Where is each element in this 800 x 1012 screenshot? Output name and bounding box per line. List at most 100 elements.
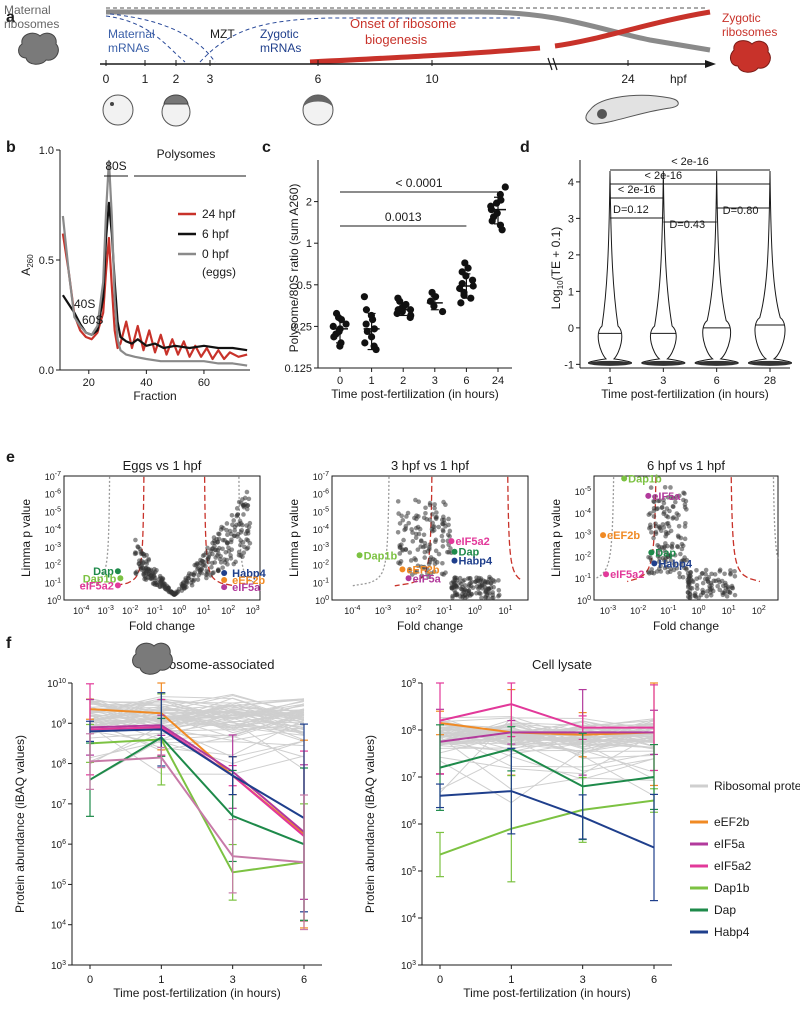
f-series-1-eIF5a xyxy=(439,731,654,743)
e-point-1-35 xyxy=(440,544,446,549)
e-point-1-157 xyxy=(446,516,451,522)
e-point-2-123 xyxy=(715,583,720,589)
e-point-1-36 xyxy=(421,532,427,538)
e-xtick-label-2-1: 10-2 xyxy=(630,605,646,616)
e-point-2-238 xyxy=(677,493,682,499)
e-ytick-label-2-1: 10-4 xyxy=(575,508,591,519)
e-xtick-label-0-4: 100 xyxy=(172,605,186,616)
c-point-1-4 xyxy=(363,327,371,336)
e-point-2-194 xyxy=(662,558,667,563)
e-point-1-142 xyxy=(418,544,424,549)
e-point-0-124 xyxy=(231,561,237,567)
b-legend-label-0: 24 hpf xyxy=(202,207,236,221)
label-zygotic-ribosomes-1: Zygotic xyxy=(722,11,761,25)
e-point-0-150 xyxy=(133,550,138,555)
panel-e-subplot-2: 6 hpf vs 1 hpf Fold change Limma p value 10… xyxy=(549,458,779,633)
c-point-1-10 xyxy=(360,293,369,301)
e-point-1-109 xyxy=(473,579,479,585)
e-point-1-111 xyxy=(447,528,453,534)
e-point-0-310 xyxy=(195,566,200,572)
e-point-2-51 xyxy=(676,523,682,529)
e-point-1-106 xyxy=(427,542,433,547)
d-comparison-label-4: D=0.43 xyxy=(669,219,705,231)
e-point-0-202 xyxy=(234,513,240,519)
e-point-1-179 xyxy=(441,499,446,505)
e-point-1-28 xyxy=(440,560,445,566)
e-xtick-label-0-0: 10-4 xyxy=(73,605,89,616)
e-point-1-144 xyxy=(474,575,479,580)
f-ribosomal-line-1-46 xyxy=(439,722,655,748)
c-point-6-10 xyxy=(464,264,472,272)
e-highlight-dot-0-1 xyxy=(117,575,124,582)
c-point-24-6 xyxy=(487,202,495,210)
e-point-0-304 xyxy=(200,562,205,568)
e-point-2-54 xyxy=(665,494,671,500)
e-ytick-label-2-2: 10-3 xyxy=(575,530,591,541)
c-point-1-6 xyxy=(362,320,370,328)
f-legend-label-0: Ribosomal proteins xyxy=(714,779,800,793)
e-point-0-230 xyxy=(196,572,201,578)
e-ytick-label-1-2: 10-5 xyxy=(313,506,329,517)
e-xtick-label-2-3: 100 xyxy=(692,605,706,616)
e-point-2-209 xyxy=(665,520,671,526)
e-point-0-252 xyxy=(137,564,143,569)
e-protein-label-1-4: eEF2b xyxy=(406,564,439,576)
e-point-2-101 xyxy=(651,498,656,504)
e-protein-label-0-1: Dap1b xyxy=(83,573,117,585)
e-ylabel-1: Limma p value xyxy=(287,499,301,577)
d-comparison-label-2: D=0.80 xyxy=(723,205,759,217)
e-xtick-label-2-0: 10-3 xyxy=(600,605,616,616)
e-point-2-109 xyxy=(717,569,723,574)
e-highlight-dot-0-5 xyxy=(221,584,228,591)
e-point-1-87 xyxy=(413,531,419,537)
e-highlight-dot-1-3 xyxy=(356,552,363,559)
e-point-0-289 xyxy=(160,576,165,581)
e-point-1-85 xyxy=(436,551,442,557)
label-maternal: Maternal xyxy=(4,3,51,17)
e-point-1-53 xyxy=(440,538,446,544)
f-ytick-label-0-9: 109 xyxy=(51,718,66,730)
c-point-1-1 xyxy=(370,342,378,350)
f-legend-label-6: Habp4 xyxy=(714,925,750,939)
d-comparison-label-3: < 2e-16 xyxy=(618,184,656,196)
e-point-0-309 xyxy=(143,565,149,571)
e-ytick-label-1-7: 100 xyxy=(315,595,329,606)
d-ytick-label-3: 3 xyxy=(568,213,574,225)
embryo-2hpf-cells-icon xyxy=(163,94,189,105)
f-xlabel-1: Time post-fertilization (in hours) xyxy=(463,986,631,1000)
f-ytick-label-1-3: 103 xyxy=(401,960,416,972)
e-point-2-230 xyxy=(684,557,690,563)
f-ribosomal-line-1-28 xyxy=(439,734,655,775)
e-point-1-256 xyxy=(447,534,452,539)
e-title-0: Eggs vs 1 hpf xyxy=(123,458,202,473)
e-point-0-212 xyxy=(240,522,245,528)
e-point-1-220 xyxy=(428,571,434,576)
e-point-0-235 xyxy=(150,581,156,586)
f-series-0-Dap xyxy=(89,736,305,846)
f-xtick-label-1-3: 3 xyxy=(580,974,586,986)
f-legend-label-3: eIF5a2 xyxy=(714,859,752,873)
panel-label-e: e xyxy=(6,449,15,466)
e-point-1-216 xyxy=(441,529,446,534)
f-series-1-Dap1b xyxy=(439,799,655,856)
d-floor-band-1 xyxy=(588,360,632,366)
e-point-1-253 xyxy=(440,521,446,527)
e-point-0-20 xyxy=(226,545,231,551)
e-point-0-298 xyxy=(199,567,205,572)
e-point-0-280 xyxy=(231,533,237,539)
e-point-0-319 xyxy=(228,553,233,558)
ribosome-biogenesis-curve-b xyxy=(554,9,711,49)
d-xtick-label-6: 6 xyxy=(714,375,720,387)
b-label-80s: 80S xyxy=(105,159,126,173)
c-point-24-8 xyxy=(497,196,505,204)
e-point-2-216 xyxy=(655,550,661,556)
e-protein-label-2-0: Dap1b xyxy=(628,474,662,486)
e-protein-label-2-5: eIF5a2 xyxy=(610,569,644,581)
e-point-1-193 xyxy=(395,499,401,504)
e-point-0-281 xyxy=(216,551,221,556)
e-point-0-131 xyxy=(228,539,234,545)
e-point-1-164 xyxy=(414,513,419,518)
d-floor-band-6 xyxy=(694,360,739,366)
e-point-0-106 xyxy=(246,496,252,502)
